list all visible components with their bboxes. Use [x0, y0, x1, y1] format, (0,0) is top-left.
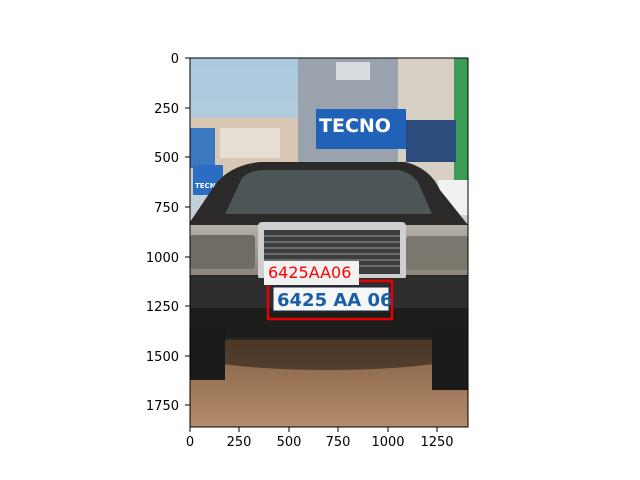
y-tick-label: 0 [171, 52, 179, 67]
x-tick-label: 1250 [420, 435, 453, 450]
axes-frame [189, 57, 469, 428]
detection-label-background [264, 261, 359, 285]
y-tick-label: 250 [154, 102, 179, 117]
detection-label: 6425AA06 [268, 263, 351, 282]
y-tick-label: 1500 [146, 350, 179, 365]
x-tick-label: 250 [227, 435, 252, 450]
storefront-sign-text: TECNO [319, 115, 391, 137]
car-photo: TECNO TECNO [190, 58, 468, 427]
y-tick-label: 1000 [146, 251, 179, 266]
y-tick-label: 750 [154, 201, 179, 216]
x-tick-label: 500 [277, 435, 302, 450]
x-tick-label: 1000 [371, 435, 404, 450]
x-tick-label: 0 [186, 435, 194, 450]
x-axis: 0 250 500 750 1000 1250 [186, 427, 454, 450]
y-axis: 0 250 500 750 1000 1250 1500 1750 [146, 52, 190, 414]
x-tick-label: 750 [326, 435, 351, 450]
y-tick-label: 500 [154, 151, 179, 166]
y-tick-label: 1250 [146, 300, 179, 315]
side-sign-text: TECNO [195, 182, 222, 190]
y-tick-label: 1750 [146, 399, 179, 414]
plate-text: 6425 AA 06 [277, 290, 393, 311]
